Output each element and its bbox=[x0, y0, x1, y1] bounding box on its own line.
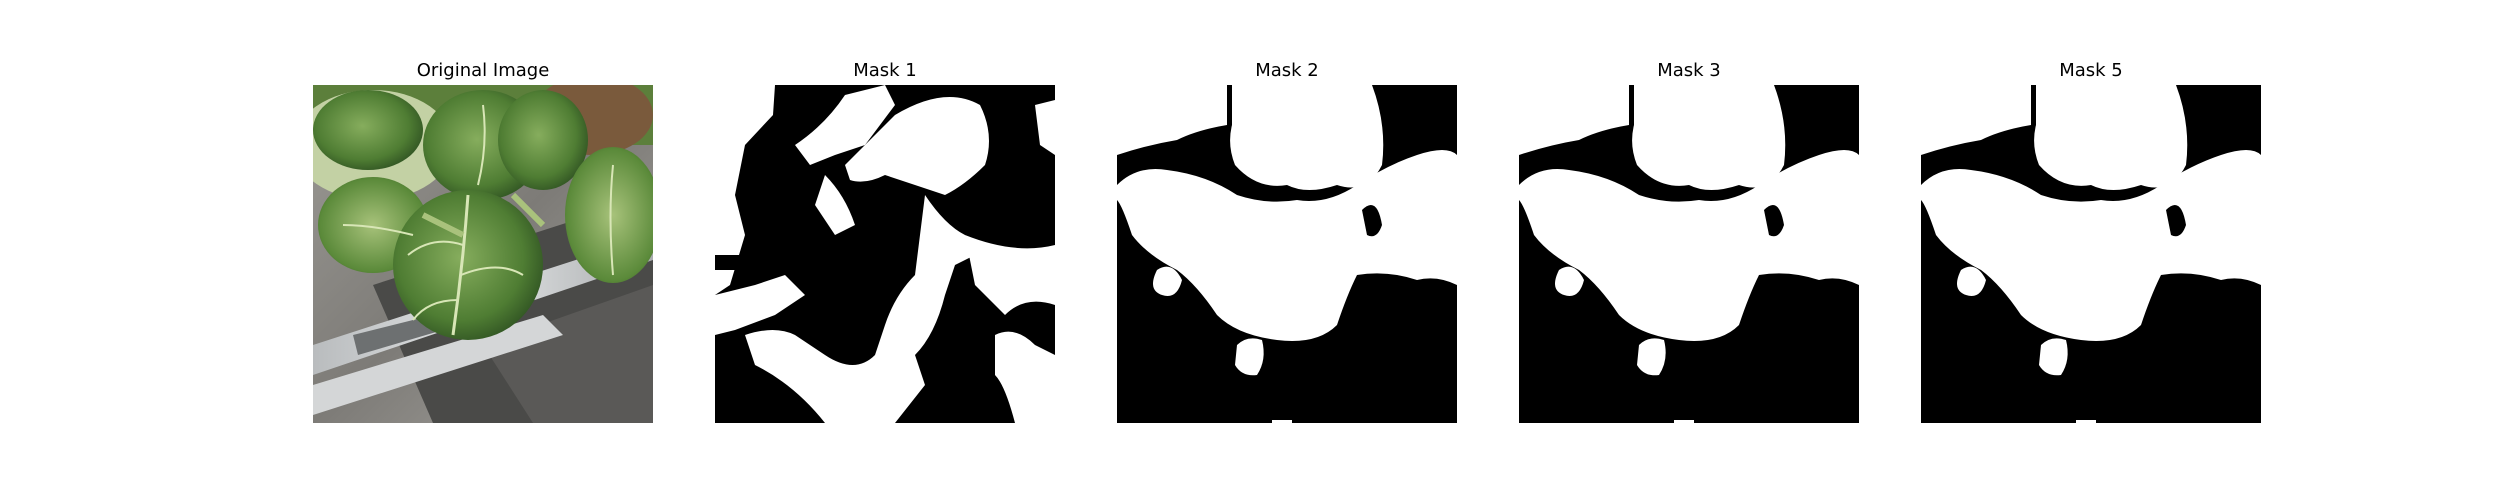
mask-5-drawing bbox=[1921, 85, 2261, 423]
mask-2-drawing bbox=[1117, 85, 1457, 423]
panel-title: Original Image bbox=[416, 60, 550, 81]
panel-mask-1: Mask 1 bbox=[715, 0, 1055, 500]
panel-mask-2: Mask 2 bbox=[1117, 0, 1457, 500]
panel-title: Mask 1 bbox=[853, 60, 917, 81]
mask-3-image bbox=[1519, 85, 1859, 423]
panel-original-image: Original Image bbox=[313, 0, 653, 500]
panel-mask-5: Mask 5 bbox=[1921, 0, 2261, 500]
mask-3-drawing bbox=[1519, 85, 1859, 423]
mask-2-image bbox=[1117, 85, 1457, 423]
panel-title: Mask 3 bbox=[1657, 60, 1721, 81]
mask-1-drawing bbox=[715, 85, 1055, 423]
plant-photo bbox=[313, 85, 653, 423]
panel-mask-3: Mask 3 bbox=[1519, 0, 1859, 500]
mask-1-image bbox=[715, 85, 1055, 423]
plant-photo-drawing bbox=[313, 85, 653, 423]
mask-5-image bbox=[1921, 85, 2261, 423]
panel-title: Mask 5 bbox=[2059, 60, 2123, 81]
panel-title: Mask 2 bbox=[1255, 60, 1319, 81]
